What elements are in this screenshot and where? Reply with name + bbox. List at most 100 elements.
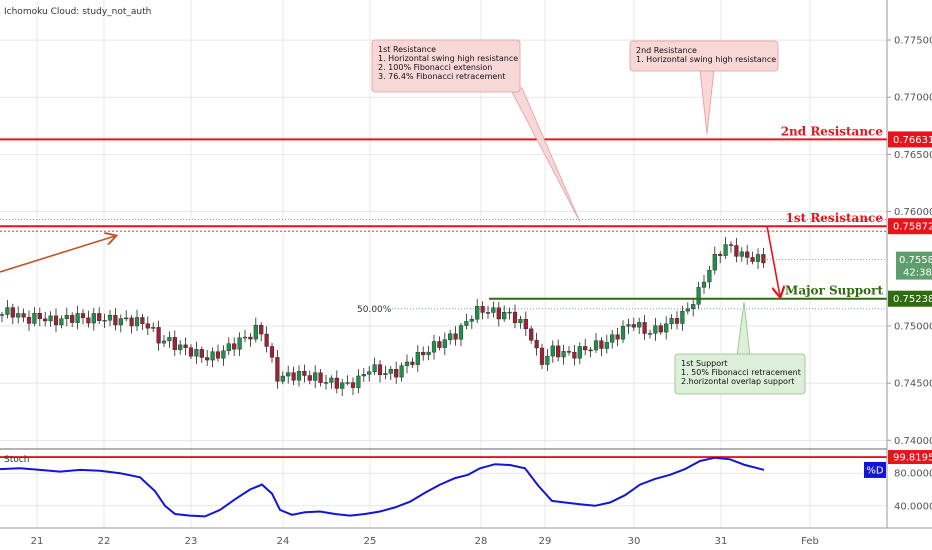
candle-body	[21, 313, 26, 318]
candle-body	[264, 333, 269, 347]
candle-body	[755, 254, 761, 262]
candle-body	[259, 324, 264, 335]
candle-body	[620, 325, 626, 340]
level-name-0: 2nd Resistance	[781, 124, 884, 138]
candle-body	[583, 346, 588, 351]
candle-body	[539, 347, 545, 365]
price-tick-label: 0.76500	[894, 150, 932, 161]
candle-body	[124, 317, 129, 320]
time-tick-label: 30	[628, 536, 641, 547]
stoch-line	[0, 456, 765, 518]
candle-body	[415, 351, 420, 365]
candle-body	[80, 313, 86, 319]
price-panel[interactable]: 50.00% 2nd Resistance 1st Resistance Major …	[0, 0, 887, 528]
candle-body	[566, 351, 572, 353]
candle-body	[502, 312, 507, 320]
annotation-box	[629, 40, 779, 72]
candle-body	[188, 347, 194, 357]
price-tick-label: 0.74500	[894, 379, 932, 390]
candle-body	[642, 322, 647, 334]
candle-body	[345, 382, 350, 384]
candle-body	[183, 344, 188, 348]
candle-body	[210, 351, 215, 361]
projection-arrow	[766, 225, 780, 296]
candle-body	[653, 325, 658, 334]
time-tick-label: 25	[364, 536, 377, 547]
candle-body	[32, 312, 37, 324]
candle-body	[750, 257, 755, 262]
level-price-tag	[888, 290, 932, 307]
candle-body	[323, 382, 329, 384]
candle-body	[480, 306, 485, 313]
candle-body	[161, 340, 167, 344]
candle-body	[669, 318, 674, 325]
candle-body	[302, 371, 307, 376]
candle-body	[421, 351, 426, 356]
candle-body	[53, 315, 59, 326]
level-price-tag	[888, 131, 932, 148]
stoch-series-tag-label: %D	[866, 465, 884, 476]
candle-body	[199, 349, 204, 358]
candle-body	[205, 357, 210, 361]
annotation-box	[371, 39, 521, 93]
price-axis[interactable]: 0.77500 0.77000 0.76500 0.76000 0.75000 0.745…	[864, 36, 932, 513]
candle-body	[696, 287, 701, 305]
candle-body	[734, 245, 739, 257]
candle-body	[426, 351, 431, 356]
candle-body	[658, 325, 663, 333]
annotation-title: 1st Support	[681, 359, 728, 368]
time-tick-label: 24	[277, 536, 290, 547]
candle-body	[512, 311, 518, 324]
candle-body	[296, 371, 302, 381]
candle-body	[0, 314, 5, 316]
candle-body	[145, 323, 150, 329]
candle-body	[70, 315, 75, 323]
stoch-value-label: 99.8195	[893, 453, 932, 464]
candle-body	[307, 375, 312, 381]
candle-body	[615, 334, 620, 340]
candle-body	[577, 346, 582, 359]
candle-body	[437, 341, 442, 348]
candle-body	[442, 339, 447, 348]
candle-body	[739, 251, 744, 257]
time-tick-label: 22	[98, 536, 111, 547]
candle-body	[215, 351, 221, 359]
candle-body	[280, 375, 285, 382]
candle-body	[340, 382, 345, 389]
candle-body	[356, 375, 361, 388]
candle-body	[242, 336, 248, 339]
candle-body	[118, 318, 123, 326]
candle-body	[129, 317, 134, 327]
candle-body	[37, 312, 42, 319]
candle-body	[723, 244, 728, 256]
candle-body	[383, 373, 388, 376]
candle-body	[707, 269, 712, 283]
candle-body	[178, 344, 183, 350]
stoch-series-tag	[864, 461, 886, 478]
candle-body	[637, 322, 642, 328]
stoch-tick-label: 40.0000	[894, 501, 932, 512]
candle-body	[550, 345, 555, 357]
candle-body	[48, 315, 53, 322]
candle-body	[226, 343, 231, 351]
candle-body	[59, 318, 64, 326]
candle-body	[64, 315, 69, 319]
candle-body	[97, 313, 102, 321]
candle-body	[253, 324, 258, 340]
candle-body	[518, 318, 523, 324]
candle-body	[113, 314, 118, 326]
stochastic-panel[interactable]	[0, 456, 887, 518]
annotation-line: 2.horizontal overlap support	[681, 377, 794, 386]
candle-body	[372, 364, 377, 372]
time-tick-label: Feb	[801, 536, 819, 547]
annotation-box	[674, 353, 806, 395]
candle-body	[26, 316, 32, 324]
time-axis[interactable]: 21 22 23 24 25 28 29 30 31 Feb	[31, 536, 819, 547]
level-price-label: 0.75872	[893, 222, 932, 233]
price-tick-label: 0.74000	[894, 436, 932, 447]
time-tick-label: 29	[539, 536, 552, 547]
candle-body	[329, 377, 334, 383]
candle-body	[685, 308, 690, 312]
